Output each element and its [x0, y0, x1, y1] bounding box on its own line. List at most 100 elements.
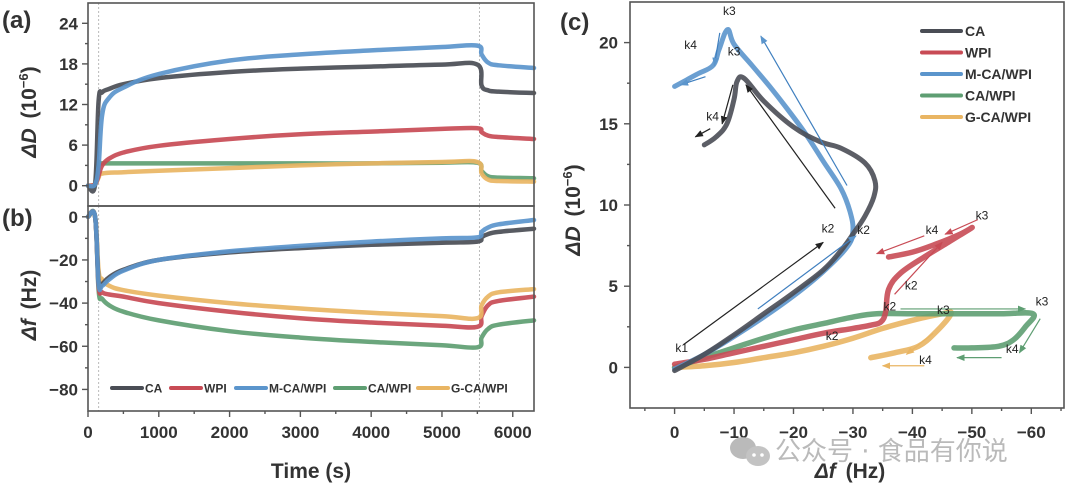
panel-c: (c) k1 k2 k2 k3 k4 k3 k4 k4 k3 k2 k2 k3 k3 k4 k4 k2 0 5 1…: [560, 1, 1065, 483]
x-tick-label: 4000: [352, 423, 390, 442]
arrow-ca: [720, 84, 734, 125]
annotation-k4: k4: [684, 38, 697, 52]
annotation-k4: k4: [1006, 342, 1019, 356]
series-line-ca: [85, 209, 537, 290]
x-tick-label: −50: [957, 423, 986, 442]
watermark-text: 公众号 · 食品有你说: [775, 437, 1008, 467]
y-tick-label: −60: [49, 337, 78, 356]
series-line-ca: [85, 60, 537, 194]
series-line-ca-wpi: [85, 208, 537, 350]
y-tick-label: 18: [59, 55, 78, 74]
y-tick-label: 6: [69, 136, 78, 155]
wechat-icon: [730, 437, 770, 466]
panel-b-x-axis-title: Time (s): [271, 460, 351, 483]
arrow-ca: [683, 241, 824, 346]
arrow-m-ca-wpi: [712, 32, 721, 67]
x-tick-label: 0: [83, 423, 92, 442]
panel-c-x-axis-title: Δf (Hz): [814, 460, 886, 483]
arrow-m-ca-wpi: [757, 235, 857, 310]
annotation-k4: k4: [919, 353, 932, 367]
y-tick-label: 0: [69, 177, 78, 196]
annotation-k4: k4: [926, 223, 939, 237]
x-tick-label: −30: [839, 423, 868, 442]
x-tick-label: 5000: [423, 423, 461, 442]
y-tick-label: 0: [69, 208, 78, 227]
panel-c-curves: [671, 27, 1037, 374]
legend-item-ca: CA: [110, 382, 163, 396]
series-line-ca: [672, 74, 879, 374]
annotation-k3: k3: [976, 209, 989, 223]
arrow-wpi: [944, 219, 979, 235]
series-line-ca-wpi: [671, 310, 1037, 371]
panel-a: (a) 0 6 12 18 24 ΔD (10−6): [2, 3, 537, 206]
annotation-k1: k1: [675, 341, 688, 355]
arrow-g-ca-wpi: [905, 332, 934, 355]
y-tick-label: 0: [609, 358, 618, 377]
panel-c-label: (c): [560, 9, 589, 36]
annotation-k3: k3: [937, 303, 950, 317]
legend-item-g-ca-wpi: G-CA/WPI: [920, 109, 1031, 125]
panel-c-arrows: [679, 32, 1041, 370]
panel-a-vlines: [98, 3, 480, 206]
y-tick-label: −80: [49, 380, 78, 399]
x-tick-label: 0: [670, 423, 679, 442]
arrow-ca: [694, 128, 711, 138]
x-tick-label: −40: [898, 423, 927, 442]
panel-b-y-ticks: 0 −20 −40 −60 −80: [49, 208, 88, 399]
panel-a-curves: [85, 42, 537, 194]
annotation-k2: k2: [883, 300, 896, 314]
y-tick-label: 15: [599, 115, 618, 134]
y-tick-label: 24: [59, 14, 78, 33]
legend-item-ca-wpi: CA/WPI: [333, 382, 411, 396]
legend-item-wpi: WPI: [169, 382, 227, 396]
panel-c-frame: [629, 1, 1065, 409]
panel-b-x-ticks: 0 1000 2000 3000 4000 5000 6000: [83, 411, 532, 442]
panel-a-y-axis-title: ΔD (10−6): [16, 66, 41, 158]
y-tick-label: −40: [49, 294, 78, 313]
arrow-wpi: [894, 241, 943, 295]
legend-label: M-CA/WPI: [269, 382, 326, 396]
annotation-k3: k3: [1036, 295, 1049, 309]
arrow-m-ca-wpi: [760, 35, 848, 186]
panel-b-legend: CA WPI M-CA/WPI CA/WPI G-CA/WPI: [110, 382, 508, 396]
legend-item-m-ca-wpi: M-CA/WPI: [234, 382, 326, 396]
panel-c-y-axis-title: ΔD (10−6): [560, 164, 585, 256]
arrow-ca-wpi: [1018, 318, 1041, 354]
legend-item-g-ca-wpi: G-CA/WPI: [416, 382, 508, 396]
series-line-m-ca-wpi: [672, 27, 856, 372]
panel-b-label: (b): [2, 205, 33, 232]
arrow-ca: [745, 84, 836, 209]
series-line-wpi: [85, 125, 537, 188]
panel-a-label: (a): [2, 7, 31, 34]
legend-label: WPI: [204, 382, 227, 396]
panel-c-x-ticks: 0 −10 −20 −30 −40 −50 −60: [644, 408, 1062, 442]
legend-item-ca: CA: [920, 23, 985, 39]
legend-label: CA/WPI: [368, 382, 411, 396]
panel-b-y-axis-title: Δf (Hz): [18, 270, 41, 342]
y-tick-label: 10: [599, 196, 618, 215]
x-tick-label: 1000: [140, 423, 178, 442]
panel-c-y-ticks: 0 5 10 15 20: [599, 34, 630, 377]
annotation-k3: k3: [723, 4, 736, 18]
y-tick-label: 5: [609, 277, 618, 296]
panel-c-legend: CA WPI M-CA/WPI CA/WPI G-CA/WPI: [920, 23, 1032, 125]
annotation-k2: k2: [857, 223, 870, 237]
x-tick-label: 2000: [211, 423, 249, 442]
legend-label: G-CA/WPI: [965, 109, 1031, 125]
y-tick-label: −20: [49, 251, 78, 270]
series-line-wpi: [85, 209, 537, 330]
annotation-k2: k2: [905, 278, 918, 292]
legend-item-wpi: WPI: [920, 45, 991, 61]
series-line-g-ca-wpi: [671, 309, 954, 371]
annotation-k2: k2: [826, 329, 839, 343]
legend-label: CA: [965, 23, 985, 39]
legend-label: CA: [145, 382, 163, 396]
x-tick-label: −60: [1017, 423, 1046, 442]
legend-label: CA/WPI: [965, 88, 1016, 104]
panel-b-frame: [87, 205, 535, 412]
legend-label: WPI: [965, 45, 991, 61]
series-line-wpi: [671, 224, 975, 367]
legend-label: M-CA/WPI: [965, 66, 1032, 82]
y-tick-label: 20: [599, 34, 618, 53]
